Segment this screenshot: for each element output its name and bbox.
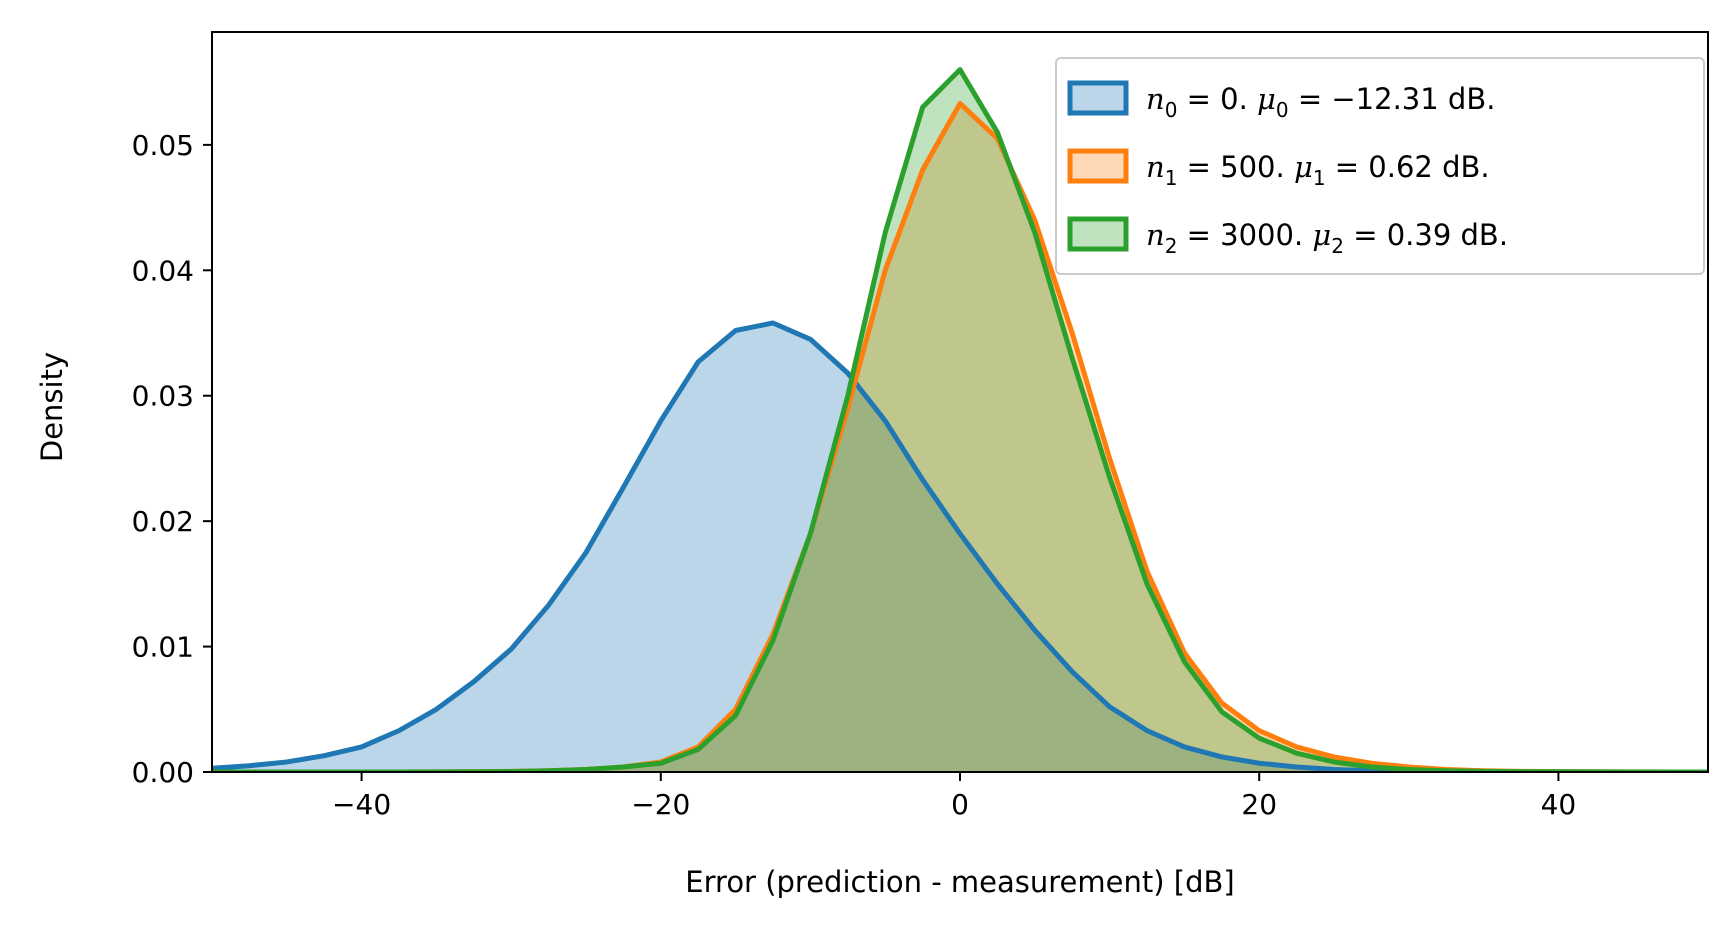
y-tick-label: 0.03 — [132, 380, 194, 413]
legend-entry-0: n0 = 0. μ0 = −12.31 dB. — [1146, 82, 1495, 122]
x-tick-label: −20 — [631, 788, 690, 821]
y-tick-label: 0.00 — [132, 756, 194, 789]
legend: n0 = 0. μ0 = −12.31 dB. n1 = 500. μ1 = 0.… — [1055, 57, 1705, 275]
series-2-area — [212, 69, 1708, 772]
x-tick-label: 20 — [1241, 788, 1277, 821]
y-tick-label: 0.05 — [132, 129, 194, 162]
y-tick-label: 0.04 — [132, 254, 194, 287]
legend-entry-1: n1 = 500. μ1 = 0.62 dB. — [1146, 150, 1490, 190]
legend-box — [1055, 57, 1705, 275]
legend-swatch-2 — [1067, 216, 1129, 252]
series-0-area — [212, 322, 1708, 772]
x-tick-label: 40 — [1541, 788, 1577, 821]
legend-swatch-0 — [1067, 80, 1129, 116]
x-tick-label: 0 — [951, 788, 969, 821]
y-tick-label: 0.02 — [132, 505, 194, 538]
x-tick-label: −40 — [332, 788, 391, 821]
series-1-area — [212, 103, 1708, 772]
legend-swatch-1 — [1067, 148, 1129, 184]
y-axis-title: Density — [35, 352, 69, 462]
y-tick-label: 0.01 — [132, 631, 194, 664]
x-axis-title: Error (prediction - measurement) [dB] — [685, 865, 1234, 899]
legend-entry-2: n2 = 3000. μ2 = 0.39 dB. — [1146, 218, 1508, 258]
axes: −40 −20 0 20 40 0.00 0.01 0.02 0.03 0.04 0.05 — [132, 31, 1709, 821]
